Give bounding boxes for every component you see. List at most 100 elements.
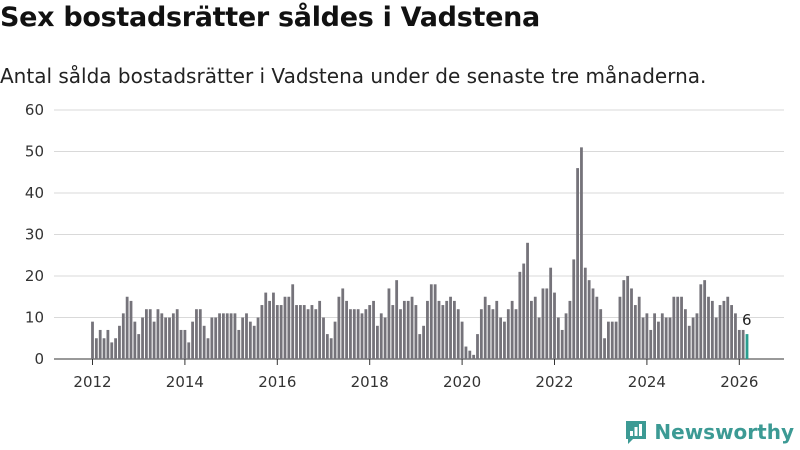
bar (91, 321, 94, 359)
bar (171, 313, 175, 359)
bar (225, 313, 229, 359)
bar (325, 334, 329, 359)
bar (514, 309, 518, 359)
x-tick-label: 2022 (535, 373, 573, 391)
bar (422, 325, 425, 359)
bar (248, 321, 252, 359)
x-tick-label: 2020 (443, 373, 481, 391)
bar (479, 309, 483, 359)
bar (275, 305, 279, 359)
y-tick-label: 0 (34, 350, 44, 368)
bar (148, 309, 152, 359)
bar (745, 334, 749, 359)
bar (653, 313, 656, 359)
bar (121, 313, 125, 359)
bar (187, 342, 191, 359)
bar (587, 280, 591, 359)
bar (499, 317, 502, 359)
bar (583, 267, 587, 359)
x-tick-label: 2014 (166, 373, 204, 391)
bar (599, 309, 603, 359)
bar (252, 325, 256, 359)
bar (376, 325, 379, 359)
bar (718, 305, 722, 359)
bar (202, 325, 206, 359)
bar (191, 321, 194, 359)
bar (302, 305, 306, 359)
bar (356, 309, 360, 359)
bar (118, 325, 121, 359)
bar (291, 284, 295, 359)
bar (349, 309, 352, 359)
bar (487, 305, 491, 359)
bar (106, 329, 110, 359)
x-tick-label: 2024 (628, 373, 666, 391)
bar (672, 296, 676, 359)
bar (441, 305, 445, 359)
bar (564, 313, 568, 359)
newsworthy-logo-icon (626, 421, 647, 444)
bar (730, 305, 733, 359)
bar (530, 300, 533, 359)
bar (379, 313, 383, 359)
bar (206, 338, 210, 359)
bar (556, 317, 560, 359)
bar (414, 305, 418, 359)
bar (129, 300, 133, 359)
bar (734, 313, 737, 359)
bar (133, 321, 137, 359)
bar (491, 309, 495, 359)
bar (453, 300, 456, 359)
bar (399, 309, 402, 359)
bar (406, 300, 410, 359)
bar (707, 296, 710, 359)
bar (684, 309, 687, 359)
bar (395, 280, 399, 359)
bar (637, 296, 641, 359)
bar (337, 296, 341, 359)
bar (657, 321, 660, 359)
bar (360, 313, 364, 359)
bar (664, 317, 668, 359)
bar (603, 338, 606, 359)
x-tick-label: 2018 (351, 373, 389, 391)
bar (383, 317, 387, 359)
bar (210, 317, 214, 359)
bar (160, 313, 164, 359)
y-tick-label: 30 (25, 226, 44, 244)
bar (175, 309, 179, 359)
bar (537, 317, 541, 359)
y-tick-label: 20 (25, 267, 44, 285)
bar (229, 313, 233, 359)
bar (614, 321, 618, 359)
bar (576, 168, 579, 359)
bar (198, 309, 202, 359)
bar (214, 317, 218, 359)
bar (518, 271, 522, 359)
bar (245, 313, 248, 359)
bar (456, 309, 460, 359)
bar (94, 338, 98, 359)
bar (352, 309, 356, 359)
bar (364, 309, 368, 359)
bar (164, 317, 168, 359)
bar (460, 321, 464, 359)
bar (510, 300, 514, 359)
bar (287, 296, 291, 359)
bar (703, 280, 707, 359)
bar (610, 321, 614, 359)
bar (549, 267, 553, 359)
bar-chart: 0 10 20 30 40 50 60 2012 2014 2016 2018 2020 2022 202… (25, 101, 784, 391)
bar (233, 313, 237, 359)
bar (256, 317, 260, 359)
bar (237, 329, 241, 359)
y-tick-label: 50 (25, 143, 44, 161)
bar (595, 296, 599, 359)
bar (195, 309, 198, 359)
bar (526, 242, 529, 359)
y-tick-label: 40 (25, 184, 44, 202)
bar (372, 300, 375, 359)
bar (114, 338, 117, 359)
bar (241, 317, 245, 359)
bar (568, 300, 572, 359)
